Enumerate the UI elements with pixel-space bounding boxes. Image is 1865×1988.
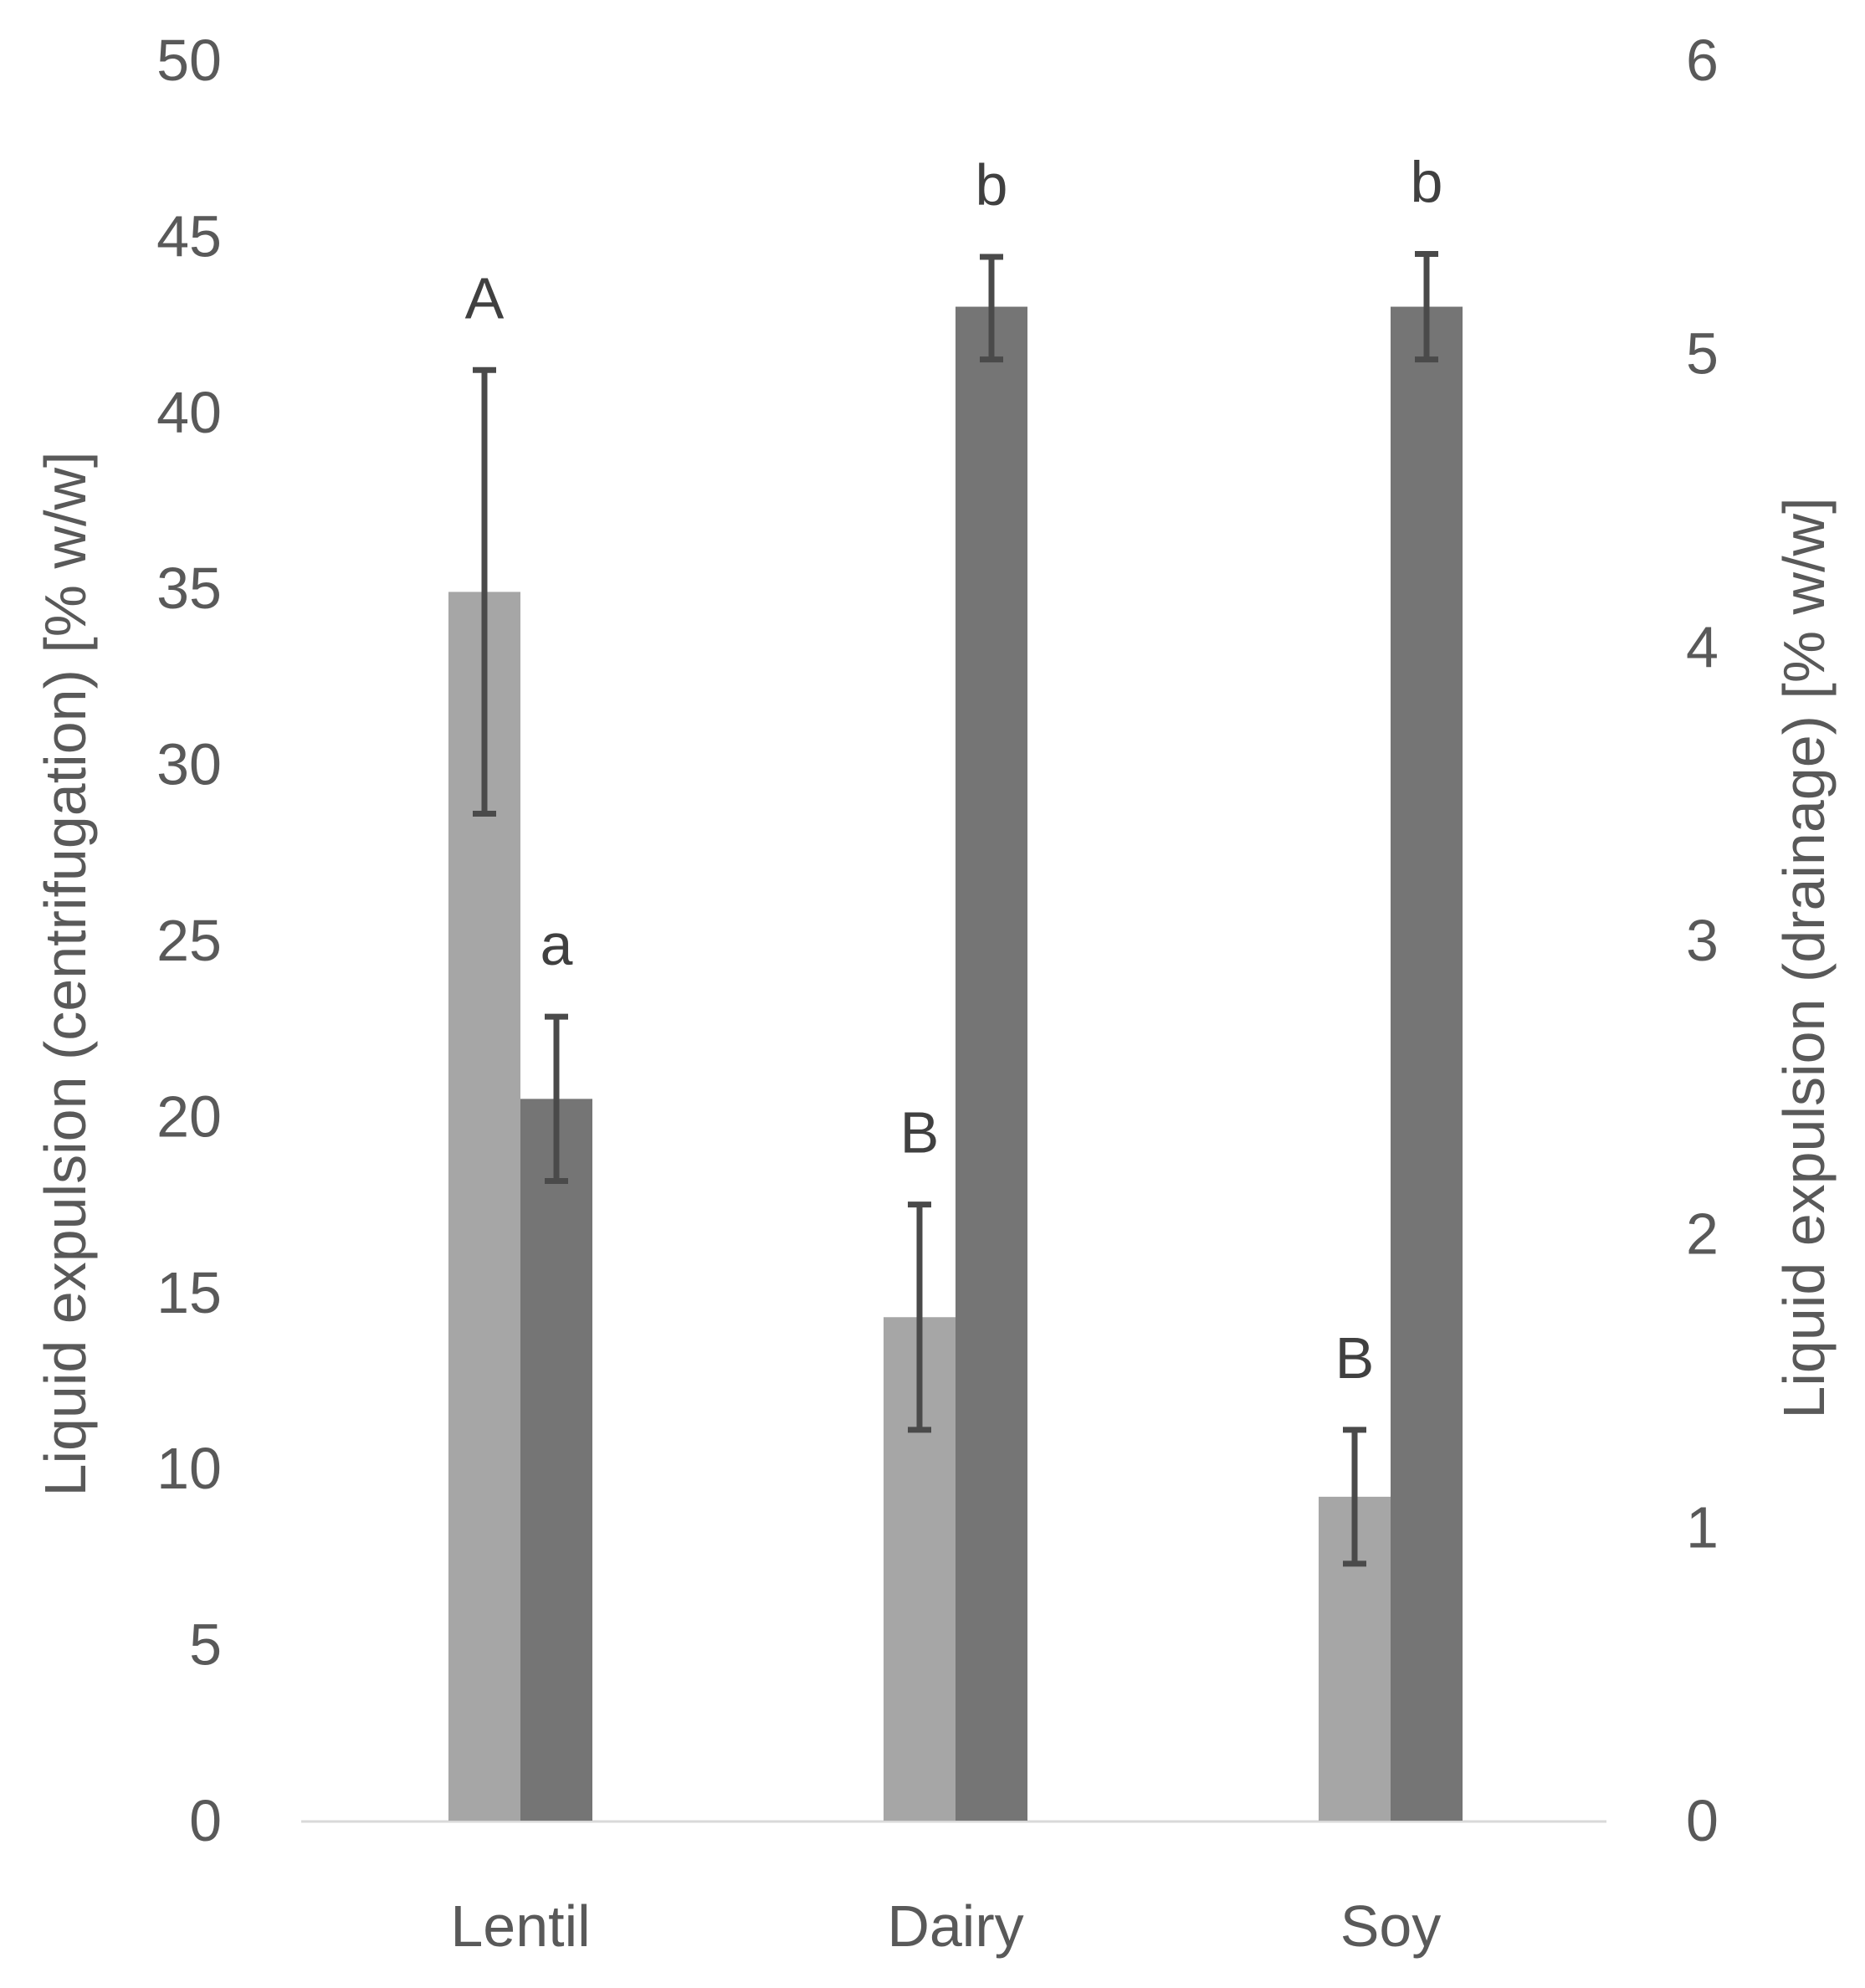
category-labels: Lentil Dairy Soy — [450, 1893, 1441, 1959]
significance-label: a — [541, 912, 573, 977]
left-tick-label: 45 — [156, 203, 222, 269]
significance-label: b — [1411, 149, 1443, 214]
left-axis-ticks: 0 5 10 15 20 25 30 35 40 45 50 — [156, 28, 222, 1853]
right-tick-label: 3 — [1686, 908, 1719, 973]
right-axis-ticks: 0 1 2 3 4 5 6 — [1686, 28, 1719, 1853]
significance-labels: A B Ba b b — [465, 149, 1443, 1390]
category-label-lentil: Lentil — [450, 1893, 590, 1959]
category-label-soy: Soy — [1340, 1893, 1442, 1959]
left-tick-label: 25 — [156, 908, 222, 973]
left-tick-label: 15 — [156, 1260, 222, 1325]
left-tick-label: 50 — [156, 28, 222, 93]
left-tick-label: 0 — [189, 1788, 222, 1853]
right-tick-label: 0 — [1686, 1788, 1719, 1853]
left-tick-label: 40 — [156, 380, 222, 445]
significance-label: b — [976, 152, 1008, 218]
left-tick-label: 35 — [156, 556, 222, 621]
right-tick-label: 1 — [1686, 1494, 1719, 1560]
significance-label: B — [1335, 1325, 1375, 1391]
bars — [448, 306, 1463, 1821]
right-tick-label: 6 — [1686, 28, 1719, 93]
bar-drainage-dairy — [956, 306, 1027, 1821]
y-axis-title-left: Liquid expulsion (centrifugation) [% w/w… — [33, 452, 98, 1497]
error-bars — [473, 250, 1438, 1567]
left-tick-label: 10 — [156, 1436, 222, 1501]
right-tick-label: 4 — [1686, 614, 1719, 679]
significance-label: B — [900, 1100, 940, 1166]
significance-label: A — [465, 265, 505, 330]
left-tick-label: 5 — [189, 1612, 222, 1678]
left-tick-label: 20 — [156, 1084, 222, 1149]
y-axis-title-right: Liquid expulsion (drainage) [% w/w] — [1771, 497, 1837, 1418]
left-tick-label: 30 — [156, 732, 222, 797]
right-tick-label: 2 — [1686, 1202, 1719, 1267]
category-label-dairy: Dairy — [887, 1893, 1023, 1959]
bar-drainage-lentil — [520, 1099, 592, 1821]
right-tick-label: 5 — [1686, 321, 1719, 387]
bar-drainage-soy — [1391, 306, 1463, 1821]
